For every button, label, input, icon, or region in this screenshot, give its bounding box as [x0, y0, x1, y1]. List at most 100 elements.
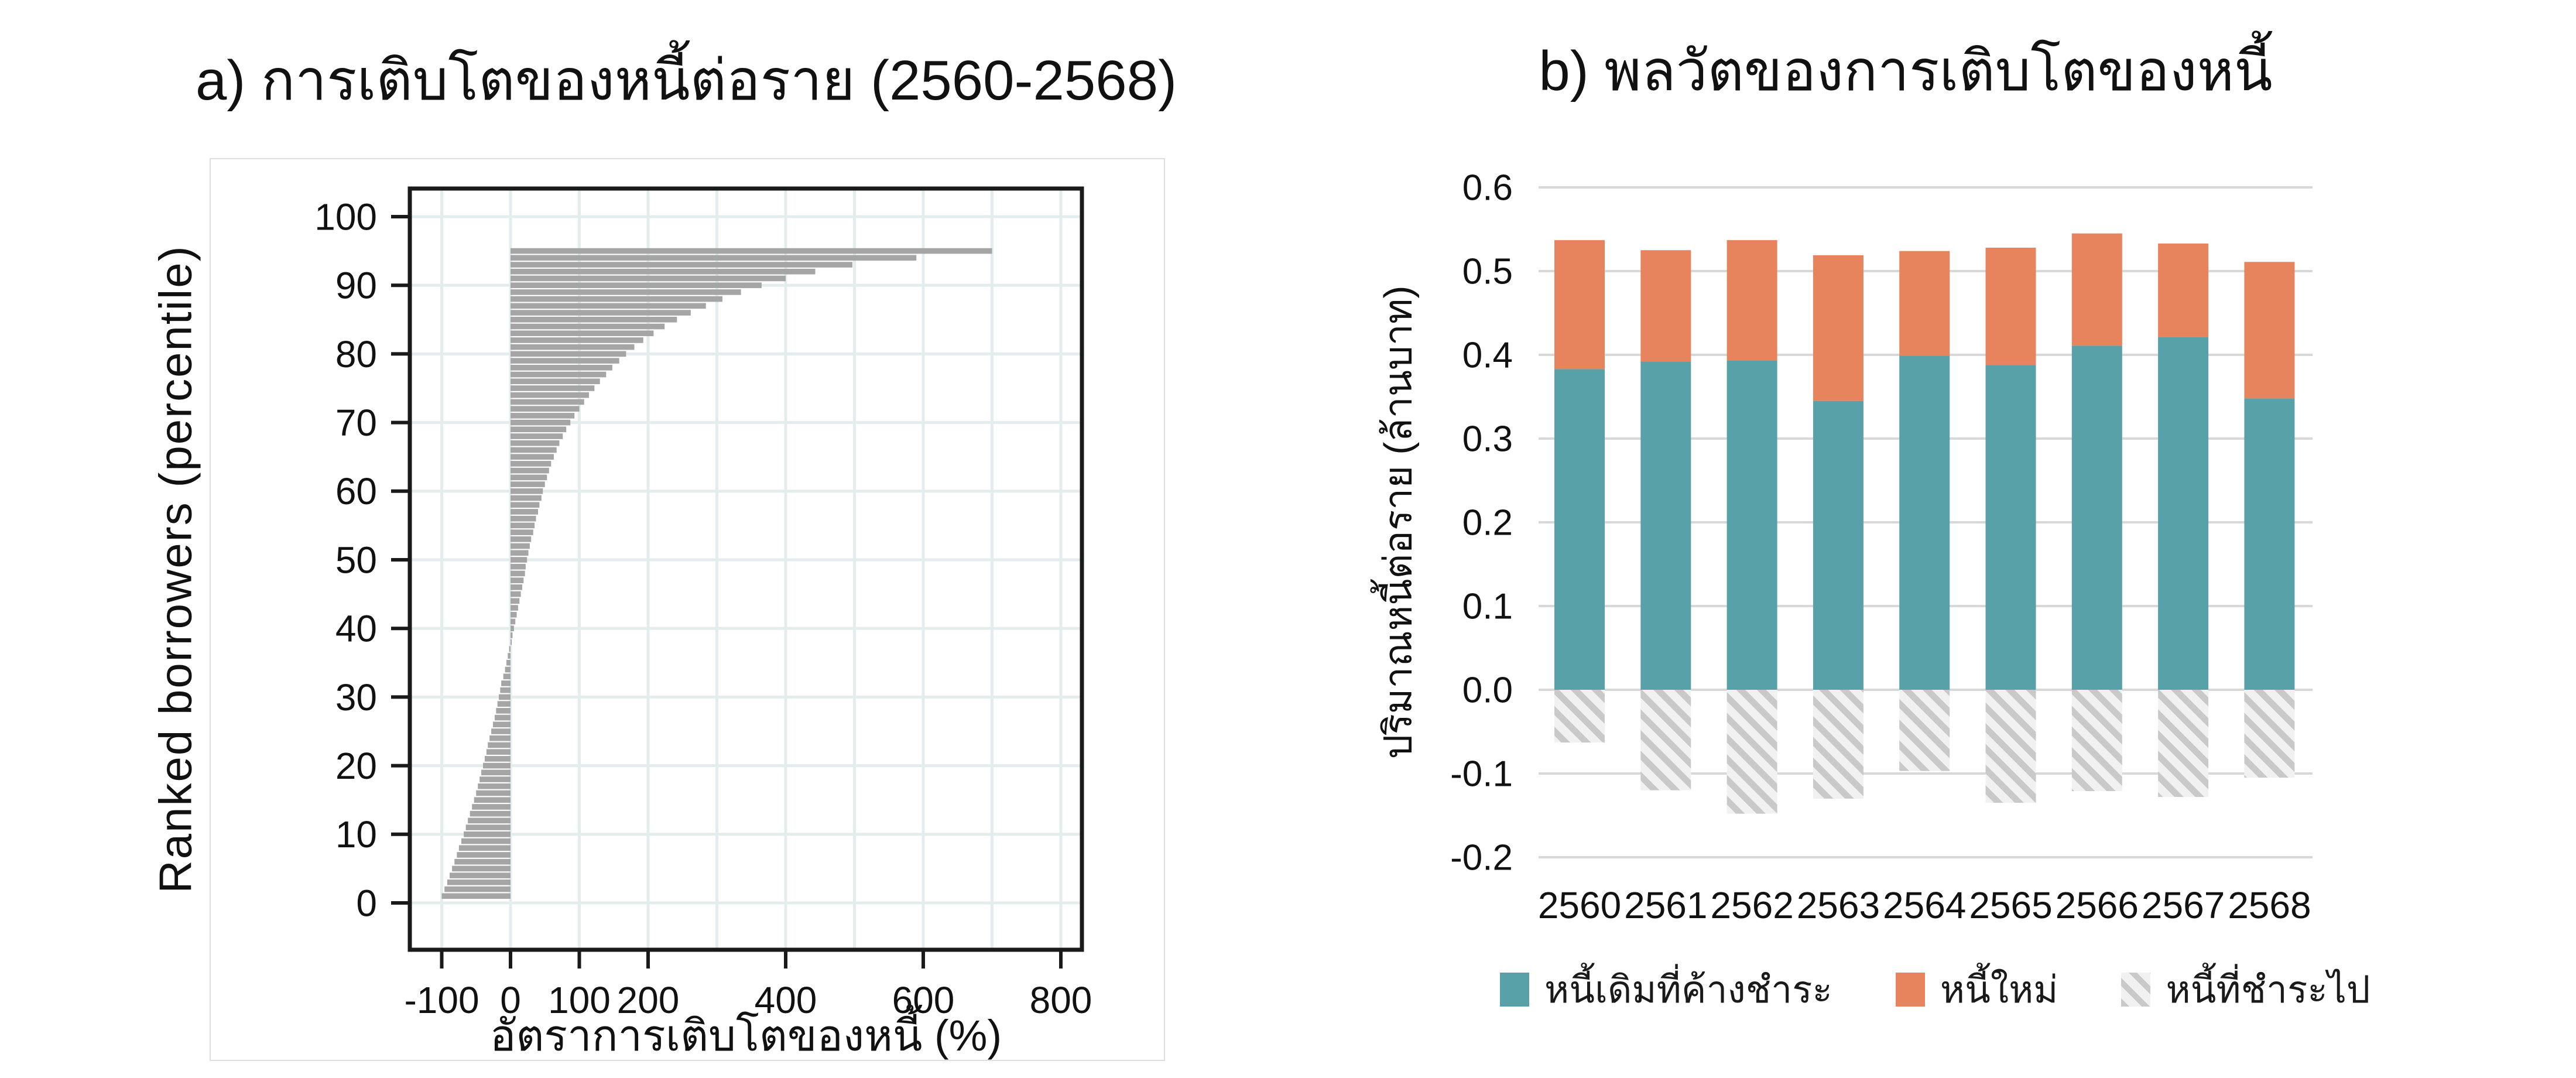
y-tick-label: 0.5 [1462, 252, 1513, 292]
distribution-bar [496, 708, 511, 714]
distribution-bar [465, 824, 511, 830]
distribution-bar [511, 474, 547, 481]
distribution-bar [511, 543, 530, 549]
panel-b-legend: หนี้เดิมที่ค้างชำระ หนี้ใหม่ หนี้ที่ชำระ… [1500, 961, 2371, 1018]
y-tick-label: 0.0 [1462, 670, 1513, 711]
distribution-bar [511, 358, 619, 364]
distribution-bar [457, 852, 511, 858]
distribution-bar [511, 591, 521, 597]
bar-repaid-debt [2071, 690, 2122, 792]
bar-existing-overdue-debt [2244, 398, 2295, 690]
y-tick-label: 10 [335, 813, 377, 855]
x-tick-label: 600 [892, 979, 955, 1021]
y-tick-label: -0.1 [1450, 754, 1513, 795]
distribution-bar [511, 502, 540, 508]
bar-new-debt [1985, 247, 2036, 365]
distribution-bar [444, 886, 511, 892]
panel-a-chart: -100 0 100 200 400 600 80001020304050607080901… [314, 186, 1092, 1021]
legend-item-existing-overdue-debt: หนี้เดิมที่ค้างชำระ [1500, 961, 1832, 1018]
x-category-label: 2562 [1710, 884, 1793, 926]
distribution-bar [511, 495, 542, 501]
distribution-bar [511, 467, 549, 474]
legend-swatch-existing-overdue-debt [1500, 973, 1529, 1007]
bar-repaid-debt [1727, 690, 1777, 814]
legend-swatch-new-debt [1895, 973, 1925, 1007]
distribution-bar [511, 399, 584, 405]
distribution-bar [503, 673, 511, 680]
distribution-bar [511, 317, 677, 323]
distribution-bar [511, 371, 607, 378]
distribution-bar [511, 509, 538, 515]
distribution-bar [493, 721, 511, 728]
y-tick-label: 0.4 [1462, 336, 1513, 376]
x-category-label: 2565 [1969, 884, 2052, 926]
distribution-bar [511, 522, 535, 529]
distribution-bar [468, 817, 511, 824]
panel-b-title: b) พลวัตของการเติบโตของหนี้ [1539, 40, 2273, 102]
y-tick-label: 0.3 [1462, 419, 1513, 460]
distribution-bar [483, 762, 511, 769]
x-category-label: 2567 [2142, 884, 2225, 926]
distribution-bar [511, 255, 917, 261]
distribution-bar [497, 701, 511, 707]
distribution-bar [511, 330, 654, 337]
distribution-bar [454, 858, 511, 865]
distribution-bar [511, 598, 520, 604]
distribution-bar [511, 351, 626, 357]
distribution-bar [511, 577, 524, 583]
distribution-bar [511, 639, 512, 645]
distribution-bar [511, 584, 522, 590]
bar-repaid-debt [2158, 690, 2209, 798]
distribution-bar [441, 893, 511, 899]
y-tick-label: 0 [356, 882, 377, 924]
y-tick-label: 50 [335, 539, 377, 581]
bar-new-debt [1727, 240, 1777, 361]
distribution-bar [461, 838, 511, 844]
distribution-bar [511, 289, 741, 295]
bar-existing-overdue-debt [1899, 355, 1950, 690]
bar-new-debt [1813, 255, 1864, 401]
bar-new-debt [1554, 240, 1605, 369]
x-category-label: 2564 [1883, 884, 1966, 926]
x-category-label: 2566 [2056, 884, 2139, 926]
distribution-bar [511, 605, 518, 611]
distribution-bar [470, 810, 511, 817]
distribution-bar [464, 831, 511, 837]
y-tick-label: 0.6 [1462, 168, 1513, 208]
distribution-bar [478, 783, 511, 789]
bar-existing-overdue-debt [1727, 361, 1777, 690]
bar-repaid-debt [1640, 690, 1691, 790]
distribution-bar [511, 385, 595, 391]
distribution-bar [511, 515, 536, 522]
distribution-bar [511, 570, 525, 577]
distribution-bar [500, 687, 511, 693]
distribution-bar [511, 378, 600, 385]
distribution-bar [488, 742, 511, 748]
bar-existing-overdue-debt [1554, 369, 1605, 690]
distribution-bar [481, 769, 511, 776]
distribution-bar [452, 865, 511, 872]
bar-existing-overdue-debt [1813, 401, 1864, 690]
bar-new-debt [1640, 250, 1691, 362]
y-tick-label: 60 [335, 470, 377, 512]
distribution-bar [491, 728, 511, 734]
distribution-bar [511, 419, 571, 426]
distribution-bar [511, 282, 762, 288]
distribution-bar [494, 714, 511, 721]
distribution-bar [511, 268, 816, 275]
bar-new-debt [2071, 233, 2122, 346]
distribution-bar [476, 790, 511, 796]
bar-repaid-debt [1554, 690, 1605, 743]
distribution-bar [511, 488, 543, 494]
distribution-bar [511, 323, 665, 330]
y-tick-label: 30 [335, 676, 377, 718]
legend-label-existing-overdue-debt: หนี้เดิมที่ค้างชำระ [1544, 969, 1832, 1011]
y-tick-label: 100 [314, 196, 377, 238]
distribution-bar [511, 447, 557, 453]
distribution-bar [511, 461, 551, 467]
distribution-bar [511, 310, 691, 316]
bar-new-debt [2158, 243, 2209, 337]
